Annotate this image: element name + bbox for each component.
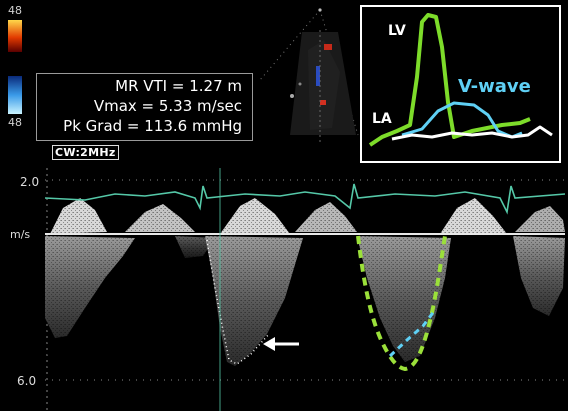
lv-label: LV xyxy=(388,23,406,39)
color-scale-bottom-value: 48 xyxy=(8,116,22,129)
color-doppler-sector xyxy=(259,8,359,142)
measured-envelope-trace xyxy=(206,239,270,365)
v-wave-label: V-wave xyxy=(458,76,531,97)
velocity-axis-top-value: 2.0 xyxy=(20,175,40,189)
arrow-annotation-icon xyxy=(263,337,299,351)
peak-gradient-readout: Pk Grad = 113.6 mmHg xyxy=(63,117,242,135)
lv-pressure-curve xyxy=(368,13,531,147)
velocity-axis-bottom-value: 6.0 xyxy=(17,374,37,388)
spectral-doppler-trace xyxy=(45,168,565,411)
color-scale-red-swatch xyxy=(8,20,22,52)
ecg-trace xyxy=(45,183,565,215)
velocity-axis-unit: m/s xyxy=(10,228,31,241)
color-scale-top-value: 48 xyxy=(8,4,22,17)
pressure-curves xyxy=(368,13,553,147)
probe-mode-label: CW:2MHz xyxy=(52,145,119,160)
v-wave-dashed-overlay xyxy=(388,309,437,358)
vmax-readout: Vmax = 5.33 m/sec xyxy=(93,97,242,115)
color-scale-blue-swatch xyxy=(8,76,22,114)
pressure-curve-inset: LV LA V-wave xyxy=(360,5,561,163)
measurement-readout: MR VTI = 1.27 m Vmax = 5.33 m/sec Pk Gra… xyxy=(36,73,253,141)
mr-vti-readout: MR VTI = 1.27 m xyxy=(115,77,242,95)
la-pressure-curve xyxy=(391,125,553,141)
la-label: LA xyxy=(372,111,392,127)
v-wave-curve xyxy=(401,101,523,139)
lv-envelope-dashed-overlay xyxy=(356,235,447,372)
